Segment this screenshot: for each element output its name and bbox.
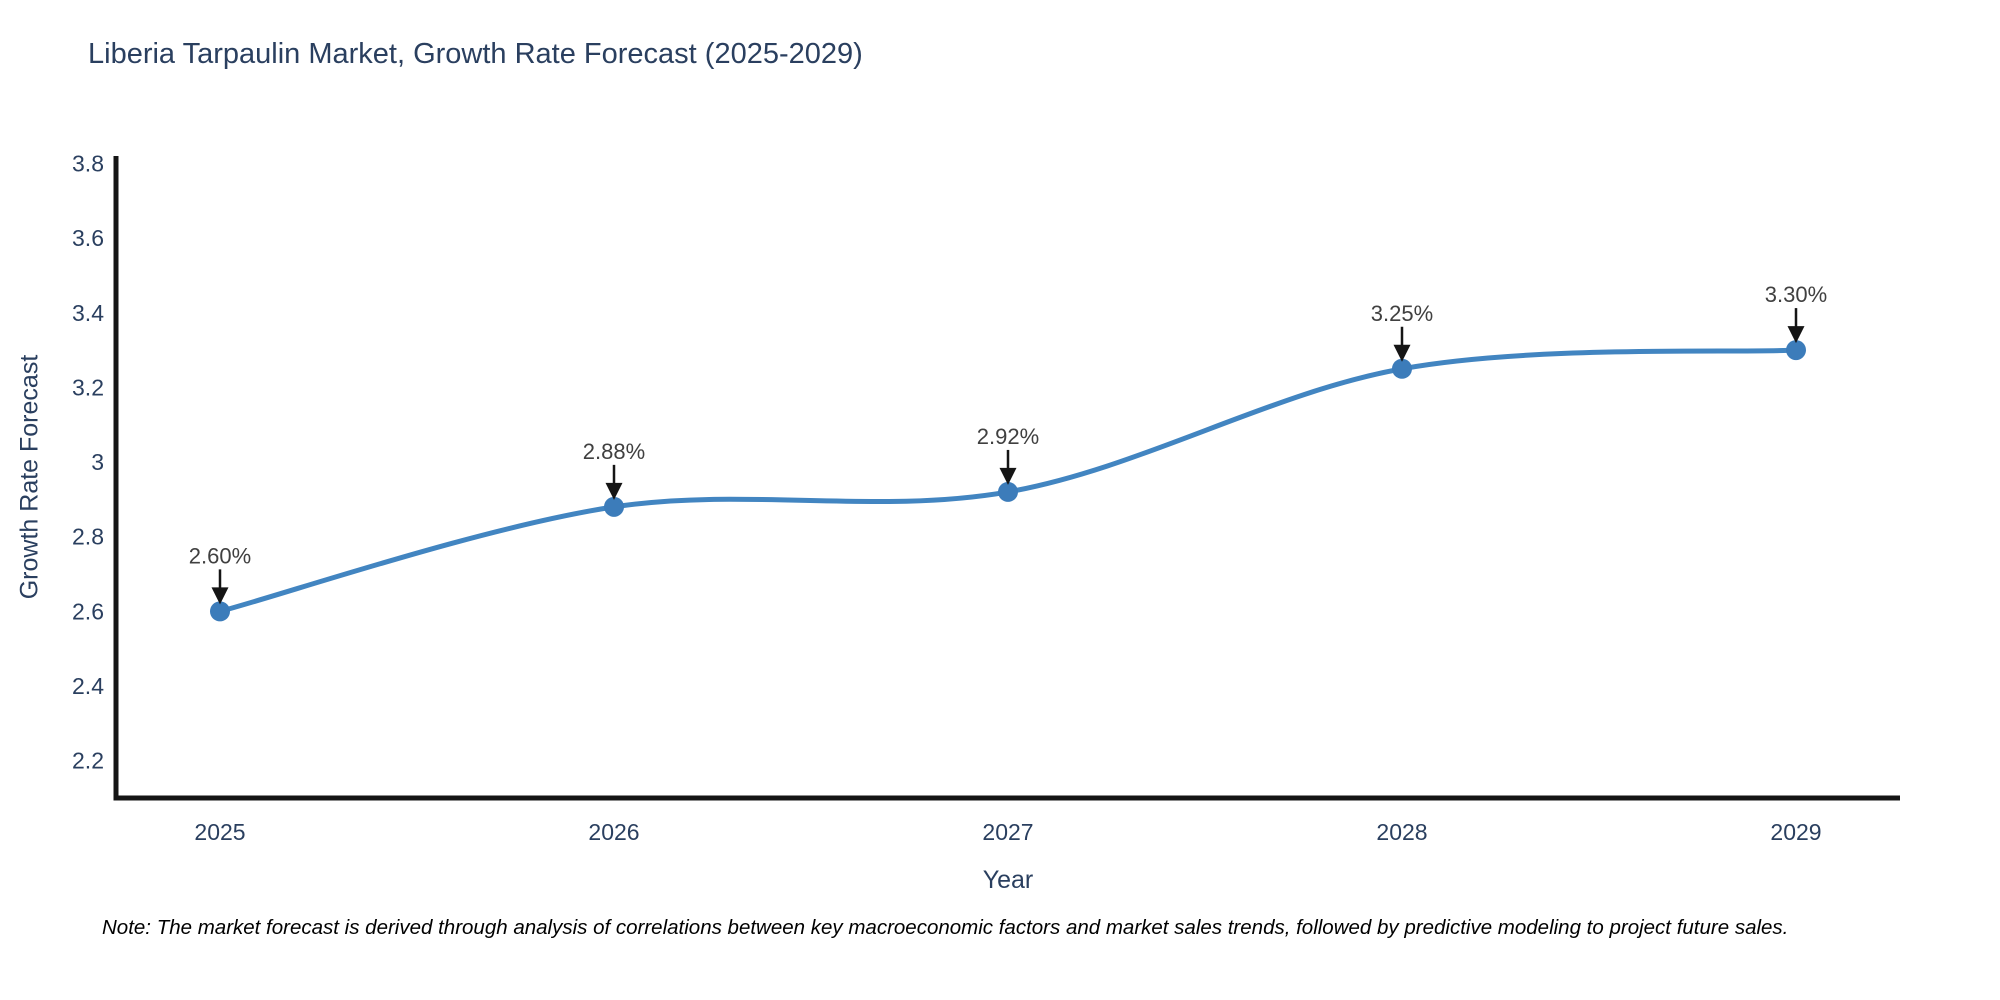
y-tick-label: 3.6 [72,225,104,251]
data-point-label: 2.60% [189,543,251,568]
data-point-label: 2.88% [583,439,645,464]
x-axis-title: Year [982,866,1034,894]
footnote: Note: The market forecast is derived thr… [102,916,1789,939]
y-tick-label: 2.6 [72,598,104,624]
y-tick-label: 3.2 [72,374,104,400]
data-point-marker [1392,358,1412,379]
data-point-label: 2.92% [977,424,1039,449]
data-point-marker [998,481,1018,502]
x-tick-label: 2028 [1376,819,1427,845]
data-point-label: 3.30% [1765,282,1827,307]
annotation-arrowhead [211,587,229,605]
y-tick-label: 3 [91,449,104,475]
annotation-arrowhead [1787,326,1805,344]
data-point-marker [604,496,624,517]
y-tick-label: 2.2 [72,748,104,774]
x-tick-label: 2027 [982,819,1033,845]
y-tick-label: 2.8 [72,524,104,550]
annotation-arrowhead [605,482,623,500]
annotation-arrowhead [1393,344,1411,362]
y-tick-label: 2.4 [72,673,104,699]
x-tick-label: 2029 [1770,819,1821,845]
y-tick-label: 3.8 [72,150,104,176]
data-point-marker [210,601,230,622]
chart-title: Liberia Tarpaulin Market, Growth Rate Fo… [88,38,863,70]
x-tick-label: 2025 [194,819,245,845]
x-tick-label: 2026 [588,819,639,845]
data-point-label: 3.25% [1371,301,1433,326]
annotation-arrowhead [999,467,1017,485]
data-point-marker [1786,340,1806,361]
y-tick-label: 3.4 [72,300,104,326]
